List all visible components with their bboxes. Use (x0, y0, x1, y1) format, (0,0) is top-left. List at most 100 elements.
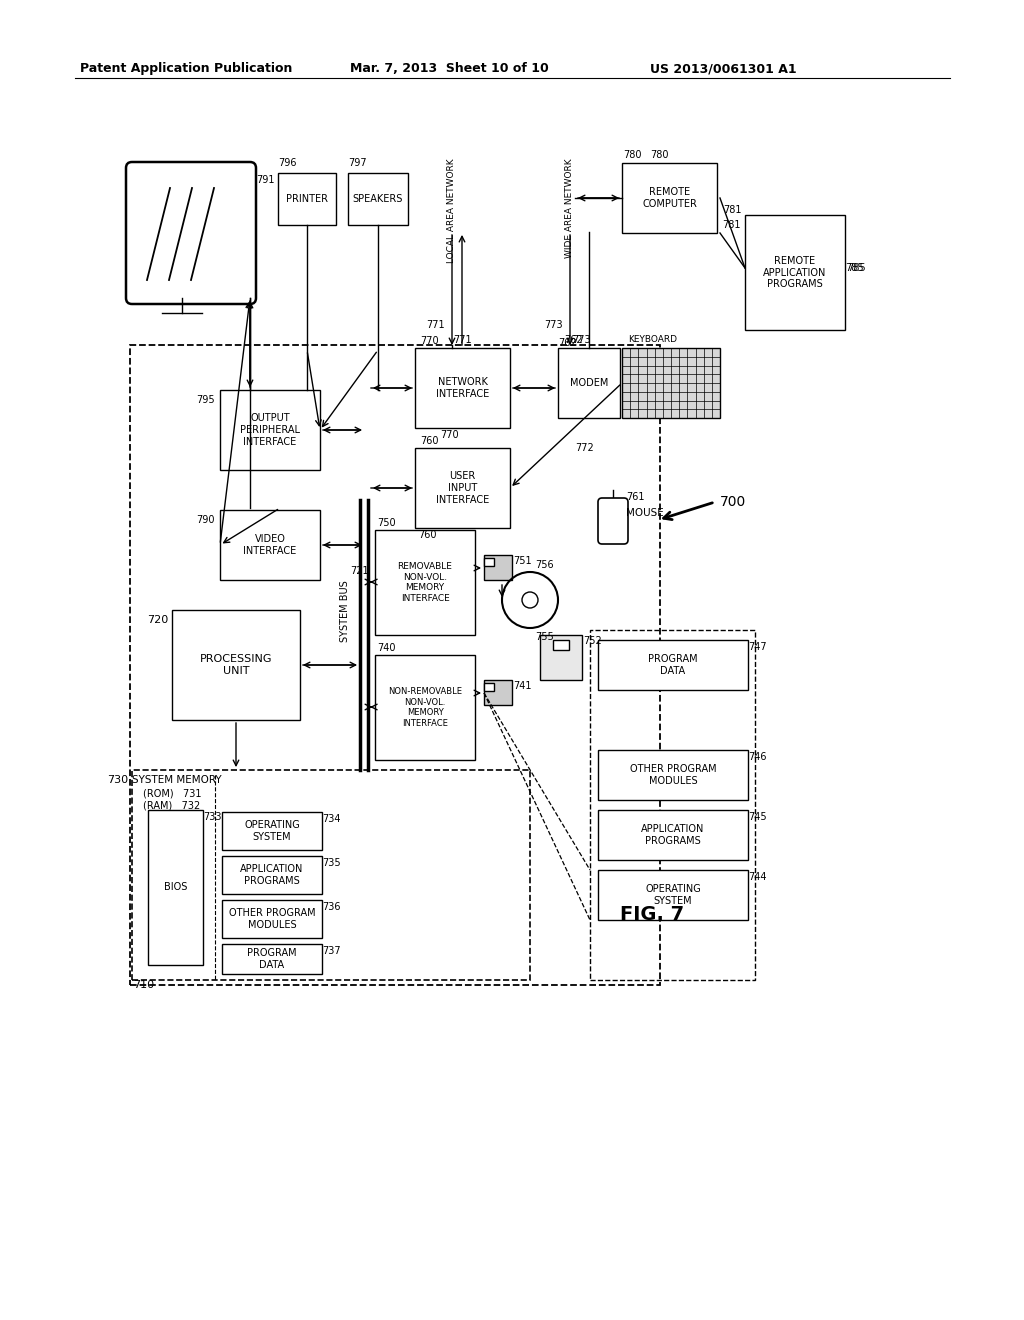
Text: 744: 744 (748, 873, 767, 882)
Text: Patent Application Publication: Patent Application Publication (80, 62, 293, 75)
Text: FIG. 7: FIG. 7 (620, 906, 684, 924)
Text: 785: 785 (845, 263, 863, 273)
Text: NON-REMOVABLE
NON-VOL.
MEMORY
INTERFACE: NON-REMOVABLE NON-VOL. MEMORY INTERFACE (388, 688, 462, 727)
Text: 700: 700 (720, 495, 746, 510)
Text: 710: 710 (133, 979, 155, 990)
Text: 762: 762 (564, 335, 583, 345)
Text: 761: 761 (626, 492, 644, 502)
Bar (278, 173, 336, 224)
Text: OUTPUT
PERIPHERAL
INTERFACE: OUTPUT PERIPHERAL INTERFACE (240, 413, 300, 446)
Text: REMOTE
COMPUTER: REMOTE COMPUTER (642, 187, 697, 209)
Text: APPLICATION
PROGRAMS: APPLICATION PROGRAMS (241, 865, 304, 886)
Bar (598, 750, 748, 800)
Text: 745: 745 (748, 812, 767, 822)
Bar (598, 640, 748, 690)
Text: 771: 771 (453, 335, 472, 345)
Bar (484, 682, 494, 690)
Bar (598, 870, 748, 920)
Bar (415, 447, 510, 528)
Bar (172, 610, 300, 719)
Text: 740: 740 (377, 643, 395, 653)
Text: 781: 781 (722, 220, 740, 230)
Bar (553, 640, 569, 649)
Bar (484, 558, 494, 566)
Text: 785: 785 (847, 263, 865, 273)
Text: 780: 780 (623, 150, 641, 160)
Text: OPERATING
SYSTEM: OPERATING SYSTEM (645, 884, 700, 906)
Bar (220, 510, 319, 579)
Text: 797: 797 (348, 158, 367, 168)
Text: REMOVABLE
NON-VOL.
MEMORY
INTERFACE: REMOVABLE NON-VOL. MEMORY INTERFACE (397, 562, 453, 603)
Bar (132, 770, 530, 979)
Text: 772: 772 (575, 444, 594, 453)
Text: 773: 773 (545, 319, 563, 330)
Text: APPLICATION
PROGRAMS: APPLICATION PROGRAMS (641, 824, 705, 846)
Text: 730: 730 (106, 775, 128, 785)
Text: 790: 790 (197, 515, 215, 525)
Text: PRINTER: PRINTER (286, 194, 328, 205)
Text: 736: 736 (322, 902, 341, 912)
Text: 733: 733 (203, 812, 221, 822)
Text: NETWORK
INTERFACE: NETWORK INTERFACE (436, 378, 489, 399)
Text: 760: 760 (420, 436, 438, 446)
Text: PROGRAM
DATA: PROGRAM DATA (247, 948, 297, 970)
Text: 762: 762 (558, 338, 577, 348)
Text: 721: 721 (350, 566, 369, 576)
Bar (148, 810, 203, 965)
Text: REMOTE
APPLICATION
PROGRAMS: REMOTE APPLICATION PROGRAMS (763, 256, 826, 289)
Text: SPEAKERS: SPEAKERS (353, 194, 403, 205)
Text: 747: 747 (748, 642, 767, 652)
Text: 773: 773 (572, 335, 591, 345)
Bar (375, 531, 475, 635)
Text: 752: 752 (583, 636, 602, 645)
Text: 795: 795 (197, 395, 215, 405)
Text: PROGRAM
DATA: PROGRAM DATA (648, 655, 697, 676)
Text: 751: 751 (513, 556, 531, 566)
Text: 756: 756 (535, 560, 554, 570)
Text: MOUSE: MOUSE (626, 508, 664, 517)
Bar (484, 554, 512, 579)
Text: 791: 791 (256, 176, 274, 185)
Bar (222, 900, 322, 939)
Text: OPERATING
SYSTEM: OPERATING SYSTEM (244, 820, 300, 842)
Text: MODEM: MODEM (569, 378, 608, 388)
Text: SYSTEM MEMORY: SYSTEM MEMORY (132, 775, 221, 785)
Bar (130, 345, 660, 985)
Text: 735: 735 (322, 858, 341, 869)
Text: OTHER PROGRAM
MODULES: OTHER PROGRAM MODULES (228, 908, 315, 929)
Text: 720: 720 (146, 615, 168, 624)
Bar (558, 348, 620, 418)
Text: OTHER PROGRAM
MODULES: OTHER PROGRAM MODULES (630, 764, 717, 785)
Text: VIDEO
INTERFACE: VIDEO INTERFACE (244, 535, 297, 556)
Bar (220, 389, 319, 470)
Text: PROCESSING
UNIT: PROCESSING UNIT (200, 655, 272, 676)
Bar (222, 812, 322, 850)
Bar (540, 635, 582, 680)
Bar (222, 855, 322, 894)
Text: LOCAL AREA NETWORK: LOCAL AREA NETWORK (447, 158, 457, 263)
FancyBboxPatch shape (598, 498, 628, 544)
Bar (622, 162, 717, 234)
Text: 780: 780 (650, 150, 669, 160)
Text: 755: 755 (535, 632, 554, 642)
Text: BIOS: BIOS (164, 883, 187, 892)
Text: SYSTEM BUS: SYSTEM BUS (340, 579, 350, 642)
Bar (222, 944, 322, 974)
Text: 734: 734 (322, 814, 341, 824)
Text: 781: 781 (723, 205, 741, 215)
Bar (590, 630, 755, 979)
Text: 770: 770 (420, 337, 438, 346)
Bar (484, 680, 512, 705)
Text: Mar. 7, 2013  Sheet 10 of 10: Mar. 7, 2013 Sheet 10 of 10 (350, 62, 549, 75)
Text: US 2013/0061301 A1: US 2013/0061301 A1 (650, 62, 797, 75)
FancyBboxPatch shape (126, 162, 256, 304)
Bar (348, 173, 408, 224)
Bar (375, 655, 475, 760)
Text: 770: 770 (440, 430, 459, 440)
Bar (622, 348, 720, 418)
Text: 741: 741 (513, 681, 531, 690)
Text: 737: 737 (322, 946, 341, 956)
Text: (RAM)   732: (RAM) 732 (143, 800, 201, 810)
Text: 746: 746 (748, 752, 767, 762)
Bar (598, 810, 748, 861)
